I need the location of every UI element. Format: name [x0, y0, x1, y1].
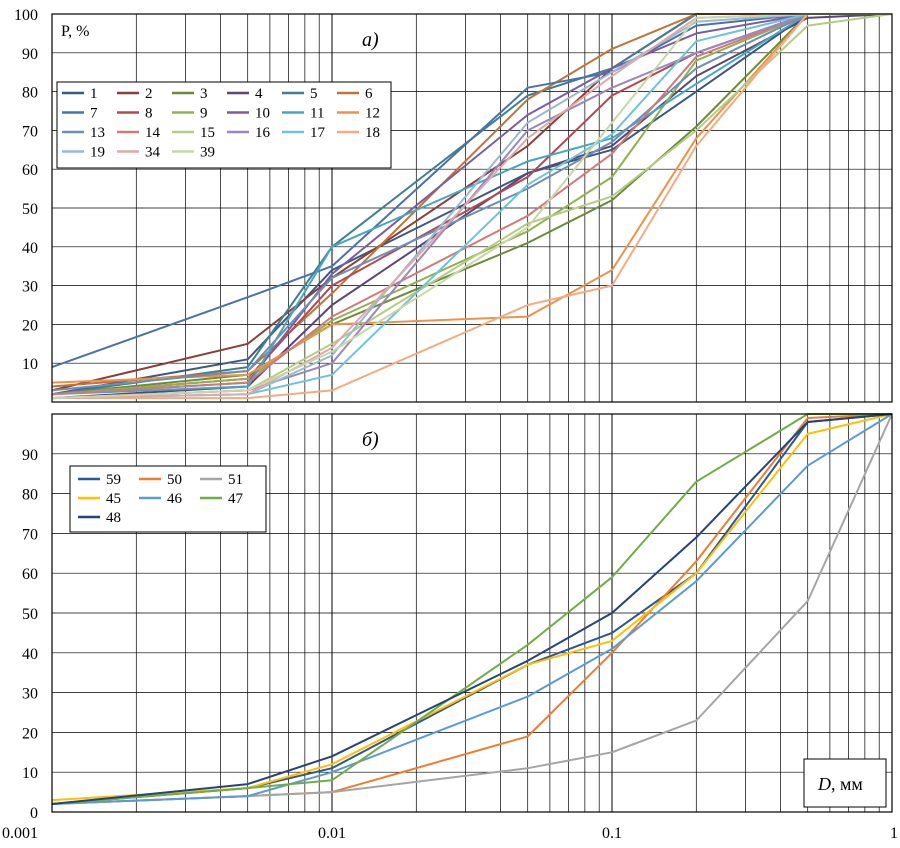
legend-label-16: 16: [255, 125, 271, 141]
xlabel-box: [803, 758, 887, 808]
legend-label-34: 34: [145, 145, 161, 161]
bottom-plot-frame: [51, 413, 893, 813]
series-line-13: [51, 13, 892, 392]
legend-label-48: 48: [106, 510, 121, 526]
bottom-ytick-label: 50: [22, 606, 38, 623]
legend-label-1: 1: [90, 86, 98, 102]
series-line-4: [51, 13, 893, 400]
xtick-label: 0.01: [318, 825, 346, 842]
legend-label-47: 47: [228, 491, 244, 507]
top-ytick-label: 10: [22, 356, 38, 373]
series-line-16: [51, 13, 892, 400]
legend-label-46: 46: [167, 491, 183, 507]
legend-label-18: 18: [365, 125, 380, 141]
bottom-ytick-label: 30: [22, 686, 38, 703]
top-plot-frame: [51, 13, 893, 403]
series-line-10: [51, 13, 892, 396]
bottom-ytick-label: 70: [22, 526, 38, 543]
tick-labels: 1020304050607080901000102030405060708090…: [2, 7, 898, 842]
series-line-7: [51, 13, 892, 369]
series-line-34: [51, 13, 892, 400]
legend-label-45: 45: [106, 491, 121, 507]
series-line-8: [51, 13, 892, 396]
plot-frames: [51, 13, 893, 813]
legend-label-10: 10: [255, 106, 270, 122]
top-ytick-label: 100: [14, 7, 38, 24]
legend-label-12: 12: [365, 106, 380, 122]
series-line-18: [52, 13, 892, 400]
legend-label-15: 15: [200, 125, 215, 141]
series-line-46: [51, 413, 893, 805]
top-ytick-label: 40: [22, 240, 38, 257]
legend-label-39: 39: [200, 145, 215, 161]
bottom-ytick-label: 40: [22, 646, 38, 663]
legend-label-11: 11: [310, 106, 324, 122]
bottom-ytick-label: 0: [30, 805, 38, 822]
legend-label-8: 8: [145, 106, 153, 122]
top-ytick-label: 20: [22, 317, 38, 334]
top-ytick-label: 30: [22, 279, 38, 296]
top-ylabel-box: [57, 17, 105, 43]
legend-label-4: 4: [255, 86, 263, 102]
series-line-15: [51, 13, 893, 400]
series-line-19: [51, 13, 892, 400]
top-ytick-label: 60: [22, 162, 38, 179]
legend-label-2: 2: [145, 86, 153, 102]
bottom-legend: 59 50 51 45 46 47 48: [69, 465, 267, 533]
bottom-ytick-label: 90: [22, 447, 38, 464]
legend-label-19: 19: [90, 145, 105, 161]
xlabel-text: D, мм: [817, 774, 863, 794]
bottom-panel-label: б): [362, 429, 379, 451]
series-line-39: [51, 13, 892, 400]
bottom-ytick-label: 10: [22, 765, 38, 782]
series-line-3: [51, 13, 892, 396]
series-line-47: [51, 413, 892, 805]
xtick-label: 0.001: [2, 825, 38, 842]
top-ytick-label: 50: [22, 201, 38, 218]
bottom-ytick-label: 60: [22, 566, 38, 583]
series-line-51: [51, 413, 893, 805]
legend-label-59: 59: [106, 472, 121, 488]
top-ytick-label: 80: [22, 85, 38, 102]
xlabel-symbol: D: [817, 774, 831, 794]
series-line-14: [51, 13, 892, 396]
series-line-1: [51, 13, 892, 396]
legend-label-7: 7: [90, 106, 98, 122]
legend-label-14: 14: [145, 125, 161, 141]
series-line-9: [51, 13, 892, 396]
legend-label-50: 50: [167, 472, 182, 488]
legend-label-6: 6: [365, 86, 373, 102]
top-panel-label: а): [362, 29, 379, 51]
top-legend-box: [56, 81, 392, 169]
legend-label-9: 9: [200, 106, 208, 122]
bottom-ytick-label: 80: [22, 487, 38, 504]
legend-label-5: 5: [310, 86, 318, 102]
xlabel-unit: , мм: [831, 774, 863, 794]
legend-label-3: 3: [200, 86, 208, 102]
xtick-label: 0.1: [602, 825, 622, 842]
series-line-2: [51, 13, 892, 392]
top-ylabel: P, %: [61, 23, 89, 40]
xlabel: D, мм: [817, 774, 863, 794]
bottom-legend-box: [69, 465, 267, 533]
bottom-ytick-label: 20: [22, 725, 38, 742]
top-ytick-label: 70: [22, 123, 38, 140]
series-line-5: [51, 13, 892, 396]
legend-label-51: 51: [228, 472, 243, 488]
series-line-45: [51, 413, 893, 802]
series-line-11: [51, 13, 892, 396]
series-line-48: [51, 413, 893, 805]
series-line-17: [51, 13, 892, 400]
xtick-label: 1: [890, 825, 898, 842]
top-ytick-label: 90: [22, 46, 38, 63]
legend-label-17: 17: [310, 125, 326, 141]
legend-label-13: 13: [90, 125, 105, 141]
